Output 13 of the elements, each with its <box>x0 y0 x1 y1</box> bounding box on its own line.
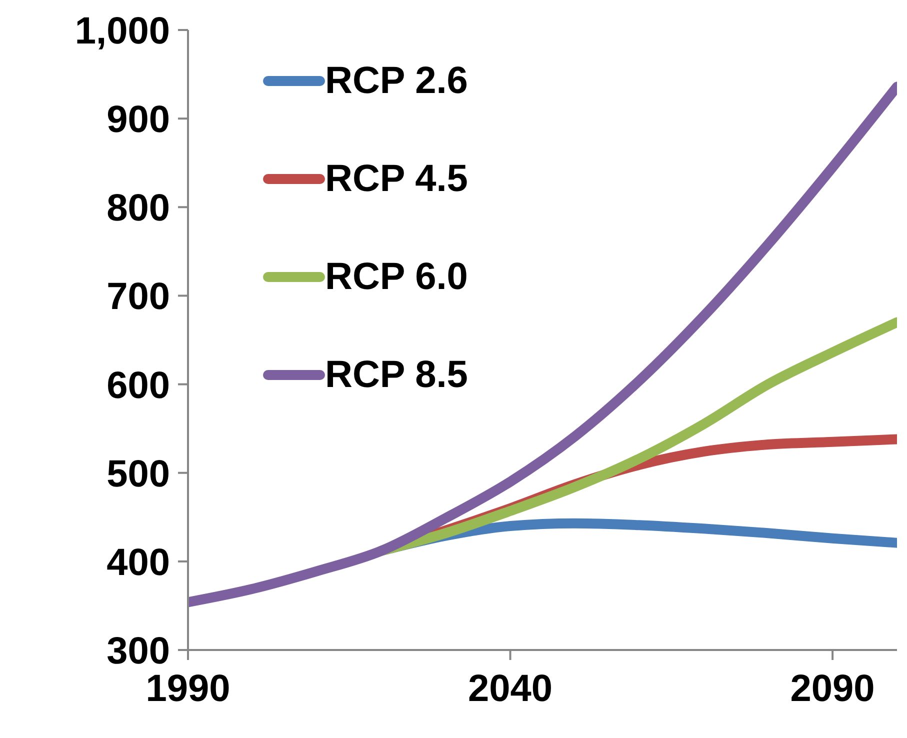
y-tick-label: 900 <box>106 99 170 142</box>
y-tick-label: 500 <box>106 453 170 496</box>
y-tick-label: 700 <box>106 276 170 318</box>
legend-label: RCP 8.5 <box>325 353 468 397</box>
x-tick-label: 2090 <box>790 668 875 710</box>
y-tick-label: 600 <box>106 364 170 407</box>
y-tick-label: 400 <box>106 542 170 584</box>
legend-label: RCP 2.6 <box>325 59 468 103</box>
y-tick-label: 800 <box>106 188 170 230</box>
x-tick-label: 2040 <box>468 668 553 710</box>
legend-label: RCP 6.0 <box>325 255 468 299</box>
legend-label: RCP 4.5 <box>325 157 468 201</box>
y-tick-label: 1,000 <box>74 10 170 52</box>
